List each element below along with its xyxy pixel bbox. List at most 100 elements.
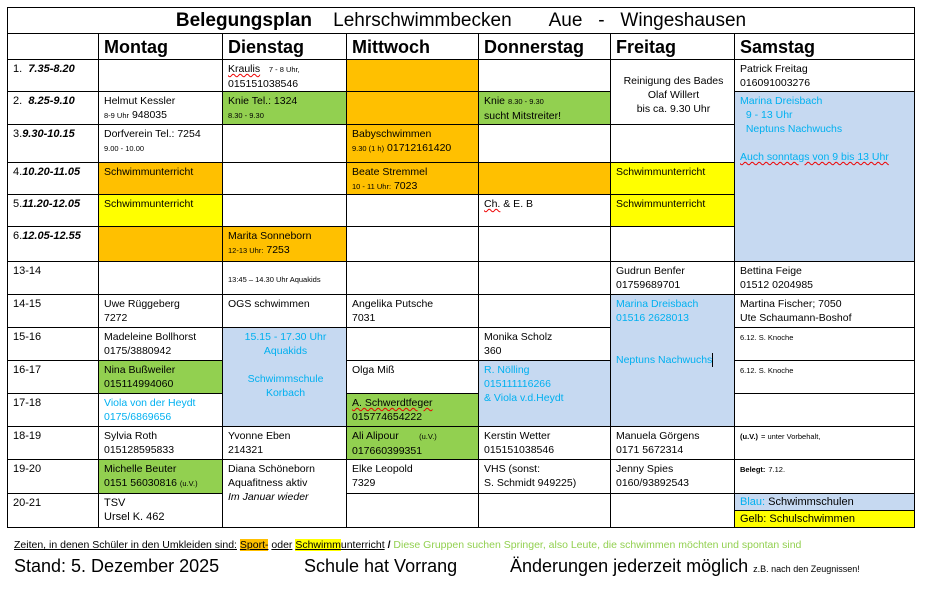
booking-cell: Madeleine Bollhorst 0175/3880942	[98, 327, 223, 361]
booking-cell: 6.12. S. Knoche	[734, 327, 915, 361]
weekday-header-row: Montag Dienstag Mittwoch Donnerstag Frei…	[7, 33, 915, 60]
booking-cell: Schwimmunterricht	[98, 194, 223, 227]
time-slot: 14-15	[7, 294, 99, 328]
weekday-header: Freitag	[610, 33, 735, 60]
table-row: 14-15 Uwe Rüggeberg 7272 OGS schwimmen An…	[7, 294, 915, 427]
legend-yellow: Gelb: Schulschwimmen	[735, 511, 914, 527]
booking-cell	[346, 59, 479, 92]
booking-cell: Dorfverein Tel.: 7254 9.00 - 10.00	[98, 124, 223, 163]
table-row: 6.12.05-12.55 Marita Sonneborn 12-13 Uhr:…	[7, 226, 915, 262]
booking-cell: Knie 8.30 - 9.30 sucht Mitstreiter!	[478, 91, 611, 125]
stand-date: Stand: 5. Dezember 2025	[14, 556, 220, 576]
footer-note: Zeiten, in denen Schüler in den Umkleide…	[14, 539, 802, 551]
weekday-header: Donnerstag	[478, 33, 611, 60]
booking-cell	[478, 294, 611, 328]
booking-cell	[610, 124, 735, 163]
time-slot: 18-19	[7, 426, 99, 460]
booking-cell	[346, 327, 479, 361]
time-slot: 4.10.20-11.05	[7, 162, 99, 195]
booking-cell: Ch. & E. B	[478, 194, 611, 227]
time-slot: 20-21	[7, 493, 99, 528]
weekday-header: Samstag	[734, 33, 915, 60]
booking-cell: R. Nölling 015111116266 & Viola v.d.Heydt	[478, 360, 611, 427]
booking-cell: Olga Miß	[346, 360, 479, 394]
table-row: 16-17 Nina Bußweiler 015114994060 Olga Mi…	[7, 360, 915, 427]
page-title: Belegungsplan Lehrschwimmbecken Aue - Wi…	[7, 7, 915, 34]
booking-cell: Elke Leopold 7329	[346, 459, 479, 494]
legend-blue: Blau: Schwimmschulen	[735, 494, 914, 511]
table-row: 20-21 TSV Ursel K. 462 Blau: Schwimmschul…	[7, 493, 915, 528]
text-cursor	[712, 353, 714, 368]
booking-cell	[222, 194, 347, 227]
booking-cell: Sylvia Roth 015128595833	[98, 426, 223, 460]
booking-cell	[478, 162, 611, 195]
booking-cell: Angelika Putsche 7031	[346, 294, 479, 328]
booking-cell	[346, 194, 479, 227]
booking-cell	[478, 493, 611, 528]
table-row: 15-16 Madeleine Bollhorst 0175/3880942 15…	[7, 327, 915, 427]
booking-cell: OGS schwimmen	[222, 294, 347, 328]
booking-cell: Yvonne Eben 214321	[222, 426, 347, 460]
booking-cell: A. Schwerdtfeger 015774654222	[346, 393, 479, 427]
booking-cell	[98, 59, 223, 92]
booking-cell: Beate Stremmel 10 - 11 Uhr: 7023	[346, 162, 479, 195]
booking-cell	[98, 261, 223, 295]
changes-note: Änderungen jederzeit möglich z.B. nach d…	[510, 556, 860, 576]
booking-cell: Marita Sonneborn 12-13 Uhr: 7253	[222, 226, 347, 262]
booking-cell: VHS (sonst: S. Schmidt 949225)	[478, 459, 611, 494]
booking-cell	[346, 226, 479, 262]
time-slot: 5.11.20-12.05	[7, 194, 99, 227]
booking-cell	[222, 124, 347, 163]
time-slot: 16-17	[7, 360, 99, 394]
booking-cell: Nina Bußweiler 015114994060	[98, 360, 223, 394]
booking-cell: Schwimmunterricht	[610, 162, 735, 195]
time-slot: 17-18	[7, 393, 99, 427]
booking-cell	[734, 393, 915, 427]
time-slot: 2. 8.25-9.10	[7, 91, 99, 125]
booking-cell	[222, 162, 347, 195]
booking-cell	[610, 226, 735, 262]
table-row: 3.9.30-10.15 Dorfverein Tel.: 7254 9.00 -…	[7, 124, 915, 163]
booking-cell: Diana Schöneborn Aquafitness aktiv Im Janu…	[222, 459, 347, 528]
table-row: 2. 8.25-9.10 Helmut Kessler 8-9 Uhr 94803…	[7, 91, 915, 262]
table-row: 17-18 Viola von der Heydt 0175/6869656 A.…	[7, 393, 915, 427]
booking-cell: 15.15 - 17.30 Uhr Aquakids Schwimmschule Ko…	[222, 327, 347, 427]
table-row: 1. 7.35-8.20 Kraulis 7 - 8 Uhr, 015151038…	[7, 59, 915, 125]
booking-cell: Ali Alipour (u.V.) 017660399351	[346, 426, 479, 460]
booking-cell: Patrick Freitag 016091003276	[734, 59, 915, 92]
table-row: 19-20 Michelle Beuter 0151 56030816 (u.V.…	[7, 459, 915, 528]
booking-cell	[610, 493, 735, 528]
time-slot: 15-16	[7, 327, 99, 361]
booking-cell	[346, 91, 479, 125]
booking-cell: Viola von der Heydt 0175/6869656	[98, 393, 223, 427]
table-row: 13-14 13:45 – 14.30 Uhr Aquakids Gudrun …	[7, 261, 915, 295]
booking-cell: Knie Tel.: 1324 8.30 - 9.30	[222, 91, 347, 125]
weekday-header: Dienstag	[222, 33, 347, 60]
booking-cell: Martina Fischer; 7050 Ute Schaumann-Bosho…	[734, 294, 915, 328]
booking-cell	[98, 226, 223, 262]
time-slot: 19-20	[7, 459, 99, 494]
booking-cell	[346, 493, 479, 528]
schedule-sheet: Belegungsplan Lehrschwimmbecken Aue - Wi…	[7, 7, 915, 528]
booking-cell	[478, 226, 611, 262]
booking-cell: Babyschwimmen 9.30 (1 h) 01712161420	[346, 124, 479, 163]
time-slot: 1. 7.35-8.20	[7, 59, 99, 92]
time-slot: 6.12.05-12.55	[7, 226, 99, 262]
legend-cell: Blau: Schwimmschulen Gelb: Schulschwimme…	[734, 493, 915, 528]
booking-cell: Helmut Kessler 8-9 Uhr 948035	[98, 91, 223, 125]
booking-cell: Kraulis 7 - 8 Uhr, 015151038546	[222, 59, 347, 92]
booking-cell: Jenny Spies 0160/93892543	[610, 459, 735, 494]
schedule-table: Belegungsplan Lehrschwimmbecken Aue - Wi…	[7, 7, 915, 528]
booking-cell: TSV Ursel K. 462	[98, 493, 223, 528]
booking-cell: Uwe Rüggeberg 7272	[98, 294, 223, 328]
booking-cell	[478, 124, 611, 163]
booking-cell: Schwimmunterricht	[98, 162, 223, 195]
booking-cell: (u.V.) = unter Vorbehalt,	[734, 426, 915, 460]
time-slot: 3.9.30-10.15	[7, 124, 99, 163]
booking-cell: 13:45 – 14.30 Uhr Aquakids	[222, 261, 347, 295]
booking-cell	[346, 261, 479, 295]
booking-cell	[478, 261, 611, 295]
priority-note: Schule hat Vorrang	[304, 556, 458, 576]
booking-cell: Bettina Feige 01512 0204985	[734, 261, 915, 295]
booking-cell: Gudrun Benfer 01759689701	[610, 261, 735, 295]
